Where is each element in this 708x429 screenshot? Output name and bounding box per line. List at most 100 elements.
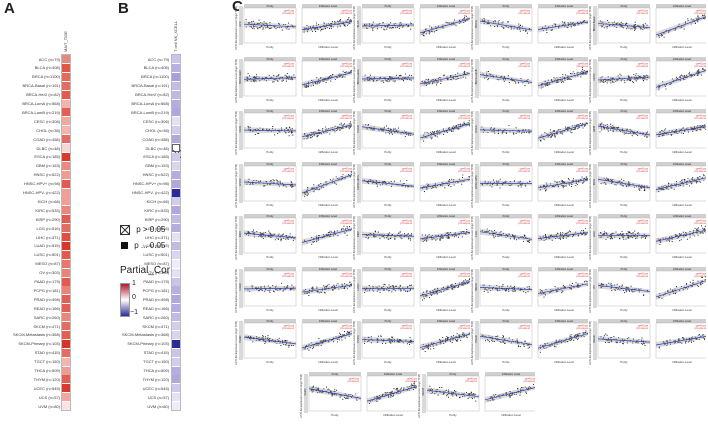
scatter-point bbox=[524, 234, 526, 237]
scatter-point bbox=[696, 228, 698, 230]
cancer-type-label: BRCA-Basal bbox=[592, 16, 596, 31]
scatter-point bbox=[561, 179, 563, 181]
scatter-point bbox=[394, 79, 396, 81]
scatter-point bbox=[564, 79, 566, 81]
scatter-point bbox=[688, 184, 690, 186]
scatter-point bbox=[686, 238, 688, 240]
x-axis-label: Purity bbox=[266, 203, 274, 207]
scatter-point bbox=[445, 21, 447, 23]
scatter-point bbox=[259, 127, 261, 129]
scatter-point bbox=[466, 228, 468, 230]
scatter-point bbox=[246, 77, 248, 79]
scatter-point bbox=[432, 80, 434, 83]
scatter-point bbox=[458, 22, 460, 24]
p-annotation: p=x.xxe-xx bbox=[401, 170, 413, 173]
scatter-point bbox=[467, 122, 469, 124]
scatter-point bbox=[523, 131, 525, 133]
scatter-point bbox=[497, 78, 500, 80]
scatter-point bbox=[462, 76, 464, 78]
scatter-point bbox=[704, 68, 706, 71]
scatter-group-brca-luma: ACTL6A Expression Level (log2 TPM) BRCA-L… bbox=[352, 55, 473, 108]
scatter-point bbox=[381, 342, 384, 344]
scatter-point bbox=[631, 135, 633, 137]
scatter-point bbox=[341, 124, 343, 126]
cancer-type-label: CHOL bbox=[238, 125, 242, 133]
scatter-point bbox=[632, 232, 634, 234]
heatmap-cell bbox=[62, 161, 70, 170]
heatmap-row-label: HNSC-HPV+ (n=98) bbox=[23, 181, 60, 187]
regression-line bbox=[479, 129, 533, 132]
scatter-point bbox=[405, 72, 407, 75]
scatter-point bbox=[669, 287, 671, 290]
scatter-point bbox=[324, 126, 327, 128]
scatter-point bbox=[564, 126, 567, 128]
x-axis-label: Purity bbox=[266, 360, 274, 364]
scatter-pair-svg: ACTL6A Expression Level (log2 TPM) CHOLPu… bbox=[234, 109, 355, 155]
scatter-point bbox=[286, 75, 288, 77]
scatter-point bbox=[635, 27, 637, 29]
scatter-point bbox=[350, 126, 352, 128]
scatter-point bbox=[547, 84, 549, 86]
scatter-point bbox=[395, 130, 397, 132]
scatter-point bbox=[371, 129, 373, 131]
scatter-point bbox=[443, 133, 445, 136]
scatter-point bbox=[675, 285, 677, 287]
scatter-point bbox=[697, 73, 699, 76]
p-annotation: p=x.xxe-xx bbox=[283, 117, 295, 120]
scatter-point bbox=[275, 78, 277, 81]
scatter-point bbox=[620, 78, 622, 80]
scatter-point bbox=[487, 131, 489, 133]
heatmap-row-label: KIRP (n=290) bbox=[35, 216, 60, 222]
scatter-point bbox=[396, 26, 398, 28]
scatter-point bbox=[620, 79, 622, 81]
scatter-point bbox=[637, 74, 639, 76]
scatter-point bbox=[496, 75, 498, 77]
scatter-point bbox=[645, 74, 647, 76]
scatter-point bbox=[410, 134, 412, 137]
facet-title: Infiltration Level bbox=[437, 109, 456, 113]
scatter-point bbox=[461, 236, 463, 238]
scatter-point bbox=[452, 24, 454, 26]
scatter-point bbox=[384, 283, 386, 285]
scatter-point bbox=[279, 23, 281, 25]
scatter-point bbox=[336, 341, 339, 343]
scatter-point bbox=[544, 132, 546, 134]
scatter-point bbox=[580, 75, 582, 77]
scatter-point bbox=[443, 27, 445, 29]
cancer-type-strip bbox=[239, 111, 243, 150]
scatter-point bbox=[256, 75, 258, 77]
scatter-point bbox=[430, 26, 433, 28]
heatmap-row-label: COAD (n=458) bbox=[33, 136, 60, 142]
scatter-point bbox=[610, 123, 612, 125]
scatter-point bbox=[376, 24, 378, 26]
scatter-point bbox=[291, 129, 293, 131]
x-axis-label: Purity bbox=[620, 308, 628, 312]
scatter-point bbox=[646, 74, 649, 76]
scatter-point bbox=[432, 82, 434, 84]
scatter-point bbox=[316, 28, 318, 30]
heatmap-row-label: PAAD (n=179) bbox=[143, 279, 169, 284]
scatter-point bbox=[663, 32, 665, 34]
scatter-point bbox=[443, 74, 445, 76]
scatter-point bbox=[679, 240, 681, 242]
scatter-point bbox=[437, 77, 439, 79]
scatter-point bbox=[455, 25, 457, 27]
cor-annotation: cor=0.xxx bbox=[460, 10, 470, 13]
scatter-point bbox=[267, 335, 269, 337]
partial-cor-colorbar bbox=[120, 283, 130, 317]
p-annotation: p=x.xxe-xx bbox=[577, 170, 589, 173]
heatmap-cell bbox=[172, 393, 180, 402]
scatter-point bbox=[581, 182, 584, 184]
scatter-point bbox=[410, 79, 412, 81]
scatter-point bbox=[512, 132, 514, 134]
scatter-point bbox=[288, 28, 290, 30]
scatter-point bbox=[646, 27, 648, 29]
scatter-point bbox=[665, 87, 667, 90]
facet-title: Infiltration Level bbox=[555, 162, 574, 166]
heatmap-cell bbox=[172, 286, 180, 295]
heatmap-cell bbox=[62, 330, 70, 339]
scatter-point bbox=[389, 80, 391, 82]
scatter-point bbox=[334, 78, 336, 80]
scatter-point bbox=[268, 74, 270, 76]
scatter-point bbox=[318, 132, 320, 135]
